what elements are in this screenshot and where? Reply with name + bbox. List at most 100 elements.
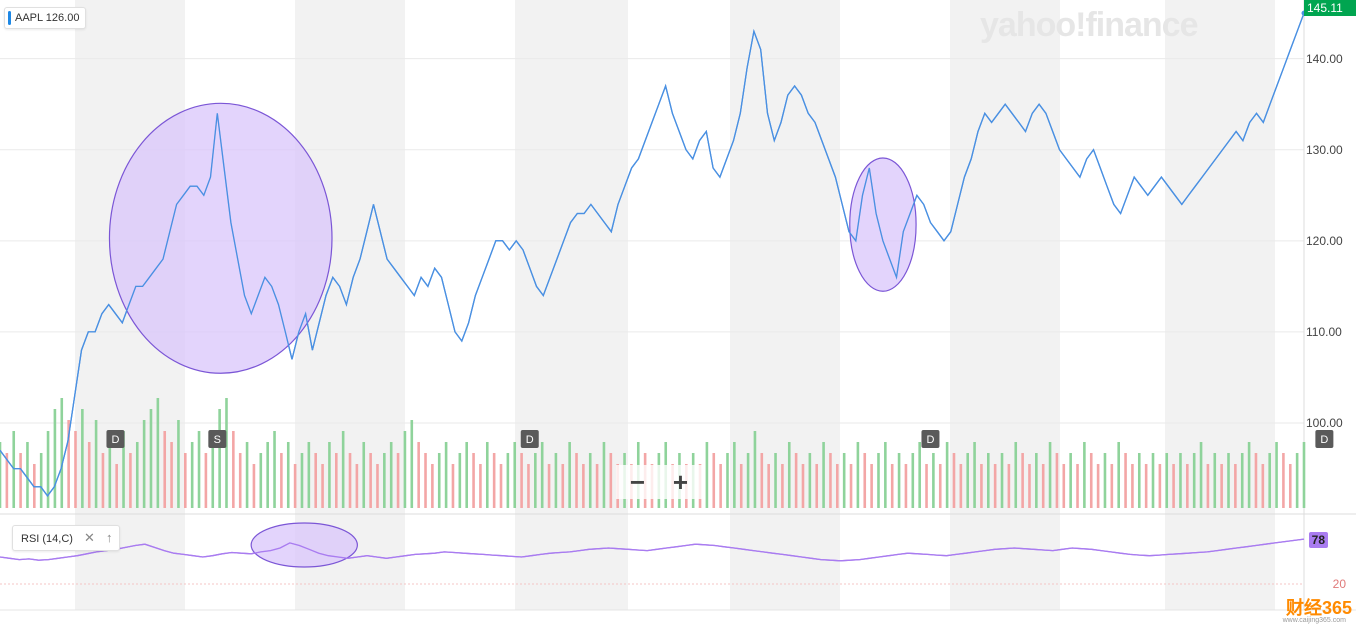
rsi-series-line-overlay	[0, 538, 1305, 562]
volume-bar	[170, 442, 173, 508]
marker-label: D	[526, 434, 534, 446]
y-axis-tick-label: 140.00	[1306, 51, 1343, 66]
marker-label: S	[214, 434, 221, 446]
volume-bar	[746, 453, 750, 508]
volume-bar	[1048, 442, 1052, 508]
dividend-marker[interactable]: D	[520, 430, 539, 448]
volume-bar	[781, 464, 784, 508]
volume-bar	[383, 453, 386, 508]
close-icon[interactable]: ✕	[84, 530, 95, 545]
ticker-symbol: AAPL	[15, 12, 43, 24]
marker-box	[1315, 430, 1334, 448]
volume-bar	[472, 453, 475, 508]
volume-bar	[149, 409, 153, 508]
marker-box	[520, 430, 539, 448]
volume-bar	[980, 464, 983, 508]
volume-bar	[897, 453, 901, 508]
volume-bar	[190, 442, 194, 508]
volume-bar	[218, 409, 221, 508]
dividend-marker[interactable]: D	[921, 430, 940, 448]
volume-bar	[925, 464, 928, 508]
volume-bar	[1254, 453, 1258, 508]
y-axis-tick-label: 120.00	[1306, 233, 1343, 248]
volume-bar	[1172, 464, 1175, 508]
volume-bar	[39, 453, 43, 508]
zoom-in-button[interactable]: +	[672, 466, 689, 497]
volume-bar	[74, 431, 77, 508]
volume-bar	[94, 420, 98, 508]
rsi-highlight-ellipse	[250, 522, 358, 568]
volume-bar	[431, 464, 434, 508]
volume-bar	[849, 464, 853, 508]
rsi-indicator-tag[interactable]: RSI (14,C) ✕ ↑	[12, 525, 120, 551]
dividend-marker[interactable]: D	[106, 430, 125, 448]
marker-box	[921, 430, 940, 448]
volume-bar	[1028, 464, 1031, 508]
volume-bar	[396, 453, 400, 508]
y-axis-tick-label: 130.00	[1306, 142, 1343, 157]
volume-bar	[534, 453, 537, 508]
volume-bar	[177, 420, 180, 508]
volume-bar	[1144, 464, 1148, 508]
volume-bar	[197, 431, 201, 508]
volume-bar	[973, 442, 976, 508]
ticker-value: 126.00	[45, 12, 80, 24]
volume-bar	[890, 464, 894, 508]
volume-bar	[1096, 464, 1100, 508]
volume-bar	[1179, 453, 1182, 508]
volume-bar	[33, 464, 36, 508]
dividend-marker[interactable]: D	[1315, 430, 1334, 448]
volume-bar	[774, 453, 777, 508]
volume-bar	[369, 453, 372, 508]
volume-bar	[602, 442, 606, 508]
volume-bar	[568, 442, 571, 508]
ticker-color-marker	[8, 11, 11, 25]
volume-bar	[403, 431, 407, 508]
volume-bar	[465, 442, 468, 508]
volume-bar	[1261, 464, 1265, 508]
volume-bar	[341, 431, 345, 508]
volume-bar	[60, 398, 64, 508]
collapse-arrow-icon[interactable]: ↑	[106, 530, 113, 545]
volume-bar	[184, 453, 187, 508]
volume-bar	[46, 431, 50, 508]
volume-bar	[1234, 464, 1237, 508]
y-axis-tick-label: 100.00	[1306, 416, 1343, 431]
volume-bar	[938, 464, 942, 508]
volume-bar	[719, 464, 722, 508]
volume-bar	[952, 453, 956, 508]
volume-bar	[101, 453, 105, 508]
volume-bar	[884, 442, 887, 508]
volume-bar	[726, 453, 729, 508]
volume-bar	[1035, 453, 1038, 508]
volume-bar	[362, 442, 366, 508]
volume-bar	[582, 464, 585, 508]
volume-bar	[437, 453, 441, 508]
volume-bar	[1089, 453, 1093, 508]
volume-bar	[1206, 464, 1210, 508]
volume-bar	[1240, 453, 1244, 508]
volume-bar	[588, 453, 592, 508]
volume-bar	[328, 442, 331, 508]
ticker-tag[interactable]: AAPL 126.00	[4, 7, 87, 29]
volume-bar	[1021, 453, 1024, 508]
volume-bar	[225, 398, 228, 508]
y-axis-tick-label: 110.00	[1306, 324, 1342, 339]
volume-bar	[376, 464, 379, 508]
marker-label: D	[111, 434, 119, 446]
zoom-out-button[interactable]: −	[629, 466, 646, 497]
yahoo-finance-logo: yahoo!finance	[980, 6, 1198, 44]
volume-bar	[115, 464, 118, 508]
volume-bar	[1124, 453, 1127, 508]
background-band	[950, 0, 1060, 610]
split-marker[interactable]: S	[208, 430, 227, 448]
volume-bar	[1268, 453, 1271, 508]
volume-bar	[911, 453, 915, 508]
volume-bar	[595, 464, 599, 508]
volume-bar	[993, 464, 997, 508]
volume-bar	[12, 431, 16, 508]
volume-bar	[252, 464, 256, 508]
volume-bar	[1275, 442, 1278, 508]
volume-bar	[5, 453, 9, 508]
